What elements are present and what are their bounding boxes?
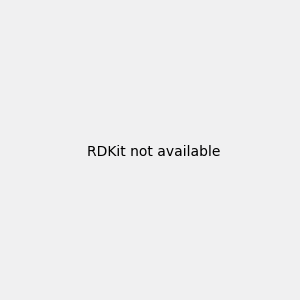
Text: RDKit not available: RDKit not available bbox=[87, 145, 220, 158]
